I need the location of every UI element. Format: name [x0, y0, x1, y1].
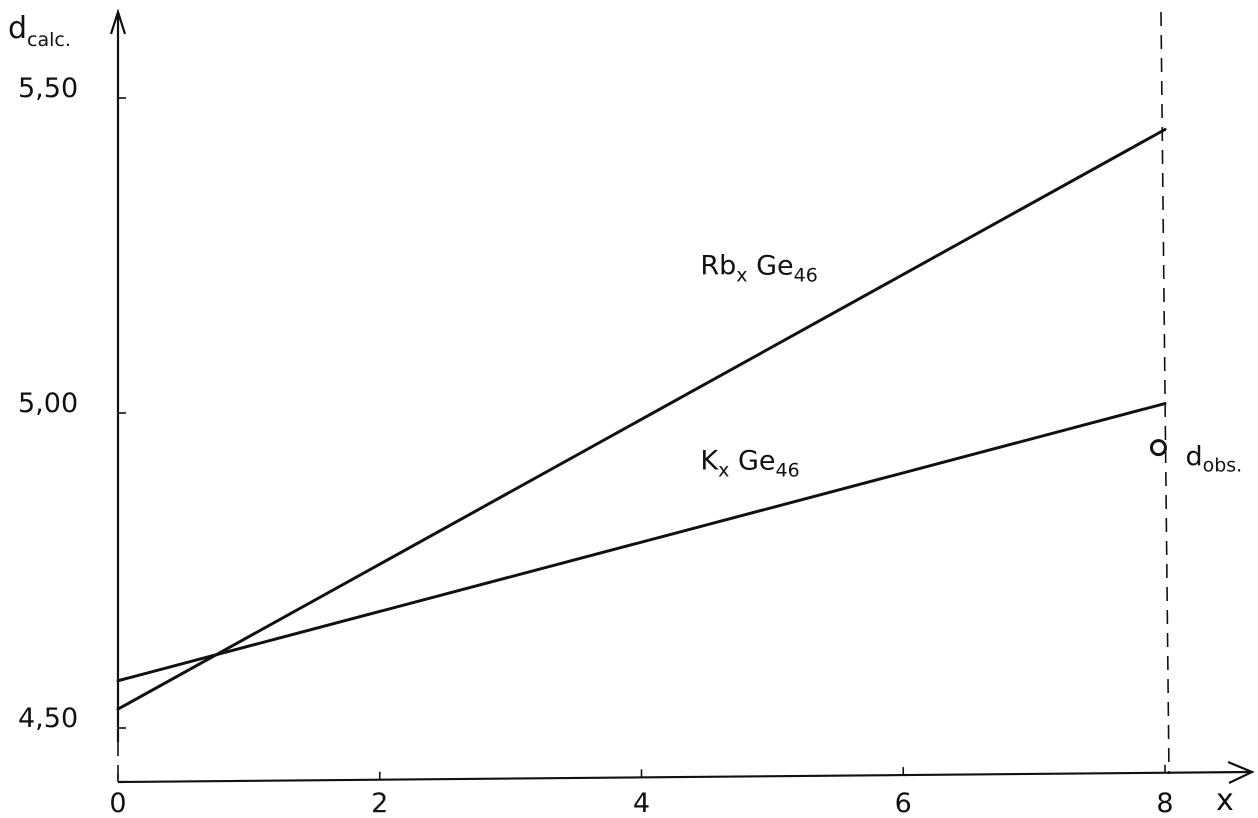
series-label-k: Kx Ge46 [700, 446, 799, 482]
series-label-name_mid: Ge [729, 446, 775, 477]
x-axis-title: x [1216, 783, 1234, 818]
y-tick-label: 4,50 [18, 703, 78, 734]
x-ticks: 0 2 4 6 8 [109, 764, 1174, 818]
y-axis-title-sub: calc. [27, 29, 71, 51]
series-line-rb [116, 128, 1167, 711]
series-label-name_sub2: 46 [794, 264, 818, 286]
y-tick-label: 5,50 [18, 73, 78, 104]
observed-point-group: dobs. [1149, 439, 1242, 477]
x-axis [117, 770, 1251, 784]
x-tick-label: 6 [895, 788, 912, 818]
observed-density-label: dobs. [1185, 442, 1242, 477]
y-ticks: 4,50 5,00 5,50 [18, 73, 126, 734]
series-line-k [116, 402, 1167, 683]
series-label-name_sub1: x [736, 264, 747, 286]
series-label-name_mid: Ge [748, 250, 794, 281]
series-label-name_main: Rb [700, 250, 736, 281]
x-tick-label: 2 [371, 788, 388, 818]
y-axis-title: dcalc. [8, 11, 71, 51]
x-axis-arrow [1227, 760, 1255, 784]
y-tick-label: 5,00 [18, 388, 78, 419]
y-axis-title-main: d [8, 11, 27, 46]
series-label-name_sub2: 46 [775, 460, 799, 482]
observed-label-sub: obs. [1203, 455, 1243, 477]
x-tick-label: 0 [109, 788, 126, 818]
x-tick-label: 4 [633, 788, 650, 818]
series-label-name_main: K [700, 446, 719, 477]
x-tick-label: 8 [1156, 788, 1173, 818]
series-label-rb: Rbx Ge46 [700, 250, 817, 286]
observed-label-main: d [1185, 442, 1202, 473]
series-label-name_sub1: x [718, 460, 729, 482]
y-axis-arrow [109, 8, 127, 35]
observed-density-marker [1149, 439, 1167, 457]
reference-dashed-line [1160, 11, 1170, 775]
